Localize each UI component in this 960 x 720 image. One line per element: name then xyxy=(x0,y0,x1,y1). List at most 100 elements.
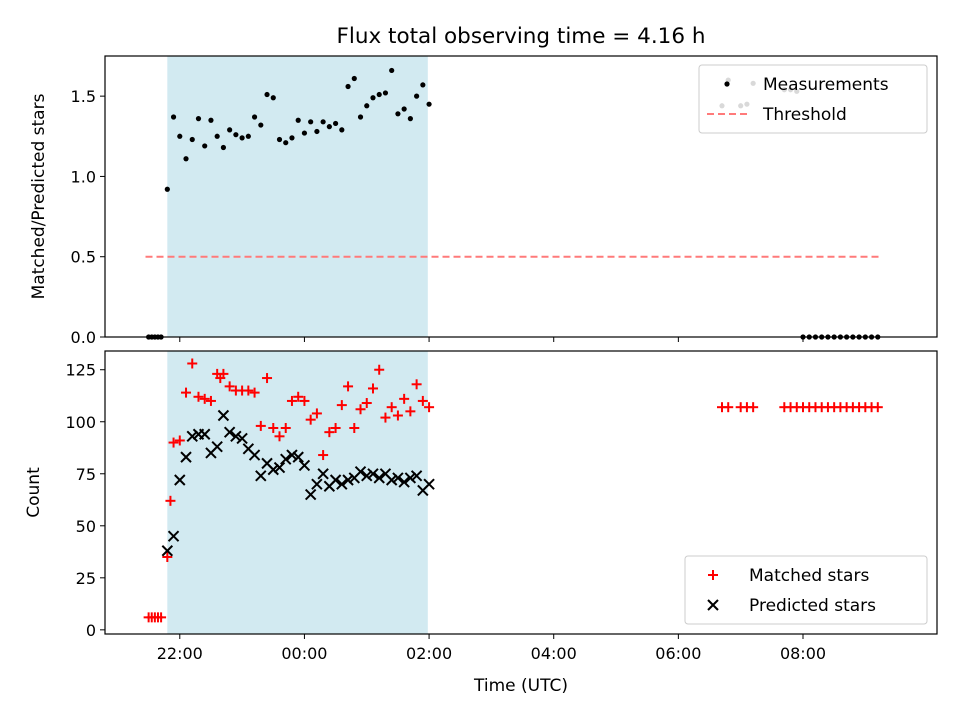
predicted-marker-b xyxy=(286,449,298,461)
predicted-star-point xyxy=(404,472,417,484)
legend-box xyxy=(698,64,928,134)
measurement-point xyxy=(332,120,339,127)
y-axis-label: Count xyxy=(24,467,44,518)
measurement-point xyxy=(220,144,227,151)
matched-star-point xyxy=(405,406,416,417)
predicted-marker-b xyxy=(161,545,174,557)
predicted-marker-b xyxy=(410,470,423,482)
matched-star-point xyxy=(274,431,285,442)
y-tick-label: 1.5 xyxy=(71,87,96,106)
measurement-point xyxy=(364,103,370,109)
matched-star-point xyxy=(723,402,734,413)
predicted-marker-b xyxy=(180,451,192,463)
x-tick-label: 06:00 xyxy=(655,644,701,663)
measurement-point xyxy=(345,83,351,90)
predicted-star-point xyxy=(317,468,329,480)
matched-star-point xyxy=(748,402,759,413)
y-tick-label: 100 xyxy=(65,413,96,432)
predicted-marker-b xyxy=(367,468,379,480)
predicted-star-point xyxy=(217,409,230,422)
predicted-star-point xyxy=(367,468,379,480)
axes-frame xyxy=(104,350,938,635)
predicted-marker-b xyxy=(385,474,398,486)
predicted-marker-b xyxy=(255,470,267,482)
predicted-marker-b xyxy=(311,478,323,490)
predicted-marker-b xyxy=(242,443,255,455)
predicted-star-point xyxy=(161,545,174,557)
predicted-star-point xyxy=(223,426,236,438)
matched-star-point xyxy=(174,435,185,446)
x-tick-label: 22:00 xyxy=(157,644,203,663)
predicted-star-point xyxy=(273,461,286,474)
predicted-marker-b xyxy=(398,476,410,488)
measurement-point xyxy=(289,135,295,141)
legend-label: Matched stars xyxy=(749,566,869,586)
predicted-star-point xyxy=(311,478,323,490)
matched-star-point xyxy=(224,381,235,392)
predicted-marker-b xyxy=(280,453,292,465)
legend-marker-measurements xyxy=(724,81,730,87)
predicted-marker-b xyxy=(404,472,417,484)
y-tick-label: 25 xyxy=(76,569,96,588)
measurement-point xyxy=(227,127,233,133)
matched-star-point xyxy=(361,398,372,409)
predicted-marker-b xyxy=(329,474,342,486)
measurement-point xyxy=(295,117,301,123)
predicted-marker-b xyxy=(354,465,367,478)
measurement-point xyxy=(270,95,276,101)
measurement-point xyxy=(233,132,239,138)
matched-star-point xyxy=(343,381,354,392)
y-tick-label: 1.0 xyxy=(71,167,96,186)
matched-star-point xyxy=(374,364,385,375)
y-tick-label: 125 xyxy=(65,361,96,380)
measurement-point xyxy=(351,75,357,82)
matched-star-point xyxy=(386,402,397,413)
matched-star-point xyxy=(280,422,291,433)
matched-star-point xyxy=(193,391,204,402)
y-tick-label: 0.5 xyxy=(71,248,96,267)
predicted-marker-b xyxy=(361,470,373,482)
matched-star-point xyxy=(424,402,435,413)
predicted-star-point xyxy=(361,470,373,482)
y-axis-label: Matched/Predicted stars xyxy=(29,93,49,299)
predicted-marker-b xyxy=(167,530,180,542)
matched-star-point xyxy=(399,393,410,404)
predicted-star-point xyxy=(342,474,354,486)
predicted-star-point xyxy=(211,441,223,453)
predicted-star-point xyxy=(236,432,248,445)
predicted-star-point xyxy=(292,451,304,463)
measurement-point xyxy=(308,119,314,125)
measurement-point xyxy=(195,116,202,122)
predicted-star-point xyxy=(199,428,211,440)
predicted-marker-b xyxy=(273,461,286,474)
matched-star-point xyxy=(205,395,216,406)
matched-star-point xyxy=(255,420,266,431)
x-tick-label: 04:00 xyxy=(531,644,577,663)
x-tick-label: 08:00 xyxy=(780,644,826,663)
x-tick-label: 00:00 xyxy=(281,644,327,663)
measurement-point xyxy=(170,114,177,120)
matched-star-point xyxy=(380,412,391,423)
measurement-point xyxy=(376,91,382,98)
predicted-marker-b xyxy=(342,474,354,486)
y-tick-label: 50 xyxy=(76,517,96,536)
measurement-point xyxy=(407,116,413,122)
predicted-star-point xyxy=(255,470,267,482)
x-tick-label: 02:00 xyxy=(406,644,452,663)
measurement-point xyxy=(264,91,270,98)
measurement-point xyxy=(301,130,308,136)
matched-star-point xyxy=(156,612,167,623)
measurement-point xyxy=(395,111,401,117)
matched-star-point xyxy=(336,400,347,411)
predicted-marker-b xyxy=(186,430,198,443)
top-panel-ratio: 0.0 0.5 1.0 1.5 Matched/Predicted stars Measu… xyxy=(29,55,938,347)
measurement-point xyxy=(214,133,220,139)
matched-star-point xyxy=(349,422,360,433)
measurement-point xyxy=(258,122,264,128)
matched-star-point xyxy=(165,495,176,506)
matched-star-point xyxy=(872,402,883,413)
measurement-point xyxy=(183,156,189,162)
predicted-star-point xyxy=(248,449,261,461)
measurement-point xyxy=(420,82,426,88)
y-tick-label: 75 xyxy=(76,465,96,484)
